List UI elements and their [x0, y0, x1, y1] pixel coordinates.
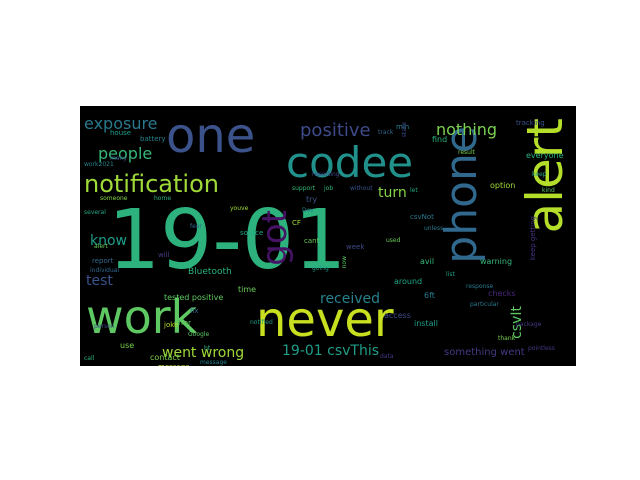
word-cloud-word: notified: [250, 319, 273, 326]
word-cloud-word: min: [396, 123, 410, 131]
word-cloud-word: Google: [188, 331, 210, 338]
word-cloud-word: cant: [304, 237, 320, 245]
word-cloud-word: call: [84, 355, 95, 362]
word-cloud-word: keep: [532, 171, 547, 178]
word-cloud-word: Bluetooth: [188, 267, 232, 277]
word-cloud-word: person: [94, 323, 115, 330]
word-cloud-word: joke: [164, 321, 179, 329]
word-cloud-word: message: [200, 359, 227, 366]
word-cloud-word: Dev: [302, 207, 314, 214]
word-cloud-word: thank: [498, 335, 516, 342]
word-cloud-word: try: [306, 195, 318, 204]
word-cloud-word: got: [255, 210, 295, 266]
word-cloud-word: use: [120, 341, 135, 350]
word-cloud-word: install: [414, 319, 438, 328]
word-cloud-word: work: [86, 290, 198, 344]
word-cloud-word: positive: [300, 120, 371, 141]
word-cloud-word: particular: [470, 301, 499, 308]
word-cloud-word: people: [98, 144, 153, 163]
word-cloud-word: contact: [150, 353, 180, 362]
word-cloud-word: individual: [90, 267, 120, 274]
word-cloud-word: alert: [94, 243, 108, 250]
word-cloud-word: bt: [204, 345, 211, 352]
word-cloud-word: something went: [444, 347, 525, 358]
word-cloud-word: data: [380, 353, 394, 360]
word-cloud-word: state: [401, 122, 408, 138]
word-cloud-word: phone: [436, 126, 487, 264]
word-cloud-word: access: [384, 311, 411, 320]
word-cloud-word: home: [154, 195, 172, 202]
word-cloud: 19-01 work never one codee phone alert got notif…: [80, 106, 576, 366]
word-cloud-word: 19-01: [108, 193, 347, 288]
word-cloud-word: 6ft: [424, 291, 435, 300]
word-cloud-word: package: [516, 321, 542, 328]
word-cloud-word: find: [432, 135, 448, 144]
word-cloud-word: nothing: [436, 120, 498, 139]
word-cloud-word: will: [158, 251, 170, 259]
word-cloud-word: exposure: [84, 114, 158, 133]
word-cloud-word: without: [350, 185, 373, 192]
word-cloud-word: battery: [140, 135, 166, 143]
word-cloud-word: error: [174, 319, 191, 327]
word-cloud-word: pointless: [528, 345, 555, 352]
word-cloud-word: let: [410, 187, 418, 194]
word-cloud-word: track: [378, 129, 394, 136]
word-cloud-word: support: [292, 185, 316, 192]
word-cloud-word: fix: [190, 307, 199, 315]
word-cloud-word: house: [110, 129, 132, 137]
word-cloud-word: keep getting: [529, 216, 537, 261]
word-cloud-word: unless: [424, 225, 444, 232]
word-cloud-word: everyone: [526, 151, 564, 160]
word-cloud-word: warning: [480, 257, 513, 266]
word-cloud-word: one: [166, 108, 256, 164]
word-cloud-word: know: [90, 233, 127, 249]
word-cloud-word: message: [158, 364, 189, 367]
word-cloud-word: several: [84, 209, 106, 216]
word-cloud-word: never: [256, 292, 394, 348]
word-cloud-word: youve: [230, 205, 249, 212]
word-cloud-word: CF: [292, 219, 301, 227]
word-cloud-word: work2021: [84, 161, 114, 168]
word-cloud-word: someone: [100, 195, 128, 202]
word-cloud-word: codee: [286, 138, 414, 187]
word-cloud-word: reporting: [312, 171, 340, 178]
word-cloud-word: result: [458, 149, 475, 156]
word-cloud-word: fear: [190, 223, 202, 230]
word-cloud-word: many: [110, 155, 127, 162]
word-cloud-word: 19-01 csvThis: [282, 343, 380, 359]
word-cloud-word: week: [346, 243, 365, 251]
word-cloud-word: notification: [84, 170, 219, 198]
word-cloud-word: kind: [542, 187, 555, 194]
word-cloud-word: list: [446, 271, 455, 278]
word-cloud-word: response: [466, 283, 494, 290]
word-cloud-word: around: [394, 277, 423, 286]
word-cloud-word: checks: [488, 289, 516, 298]
word-cloud-word: time: [238, 285, 257, 294]
word-cloud-word: test: [86, 273, 113, 289]
word-cloud-word: turn: [378, 185, 407, 201]
word-cloud-word: source: [240, 229, 264, 237]
word-cloud-word: avil: [420, 257, 435, 266]
word-cloud-word: csvNot: [410, 213, 434, 221]
word-cloud-word: tracking: [516, 119, 545, 127]
word-cloud-word: now: [341, 256, 348, 269]
word-cloud-word: going: [312, 265, 329, 272]
word-cloud-word: used: [386, 237, 401, 244]
word-cloud-word: received: [320, 291, 381, 307]
word-cloud-word: went wrong: [162, 345, 245, 361]
word-cloud-word: tested positive: [164, 293, 224, 302]
word-cloud-word: option: [490, 181, 516, 190]
word-cloud-word: report: [92, 257, 114, 265]
word-cloud-word: job: [324, 185, 334, 192]
